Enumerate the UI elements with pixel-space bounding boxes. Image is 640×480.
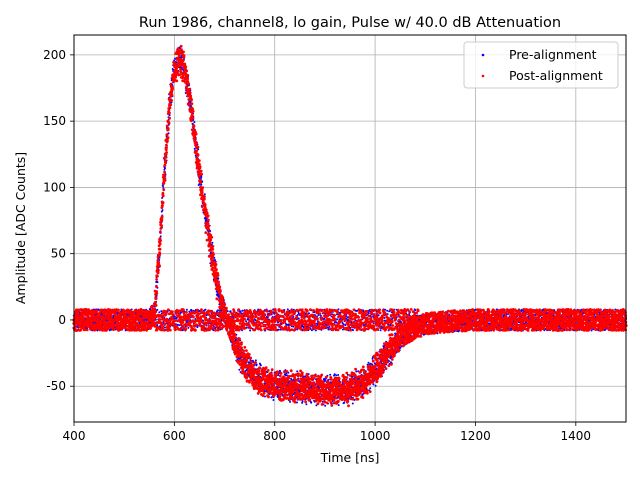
data-point [204,308,207,311]
data-point [335,374,338,377]
data-point [217,309,219,312]
data-point [329,373,332,376]
data-point [296,370,299,373]
data-point [259,364,262,367]
data-point [337,374,340,376]
data-point [239,310,242,313]
data-point [174,323,177,326]
data-point [336,318,338,321]
data-point [301,401,304,404]
data-point [374,384,377,387]
data-point [310,401,313,404]
data-point [209,230,212,232]
chart-title: Run 1986, channel8, lo gain, Pulse w/ 40… [139,15,561,31]
data-point [161,209,164,212]
data-point [158,311,161,314]
data-point [163,326,166,329]
data-point [212,329,215,332]
data-point [371,357,374,360]
data-point [255,363,258,366]
data-point [328,325,331,328]
data-point [200,175,203,178]
data-point [185,308,188,311]
data-point [257,308,260,311]
data-point [210,243,213,246]
data-point [310,329,313,332]
data-point [200,183,203,186]
data-point [168,114,171,117]
data-point [286,308,289,311]
data-point [156,308,159,311]
data-point [187,326,190,329]
data-point [344,324,347,327]
data-point [379,329,382,332]
data-point [229,310,232,313]
data-point [254,359,257,362]
data-point [161,196,164,199]
data-point [324,404,327,407]
data-point [193,121,196,124]
data-point [352,329,354,332]
data-point [193,147,196,150]
data-point [414,309,417,312]
data-layer [72,44,628,408]
data-point [198,177,201,179]
data-point [156,324,159,327]
data-point [277,328,280,331]
data-point [197,148,200,151]
data-point [192,119,195,121]
data-point [110,328,112,331]
data-point [149,308,152,310]
data-point [249,329,252,332]
data-point [178,47,181,50]
data-point [180,66,183,69]
data-point [264,395,266,398]
data-point [272,399,275,401]
data-point [351,402,354,405]
data-point [355,370,358,373]
data-point [367,361,370,364]
data-point [160,310,163,313]
data-point [337,404,340,407]
axes-background [74,35,626,422]
data-point [159,235,162,238]
data-point [160,210,163,213]
data-point [305,403,308,406]
data-point [179,311,182,314]
data-point [163,168,166,171]
data-point [173,315,176,318]
data-point [343,401,346,404]
data-point [181,68,184,71]
data-point [156,281,159,284]
data-point [214,259,216,261]
data-point [324,379,327,382]
data-point [217,277,220,280]
data-point [369,387,372,390]
data-point [386,309,389,312]
data-point [241,329,244,332]
data-point [372,383,375,386]
data-point [241,309,244,312]
data-point [289,400,291,403]
data-point [162,185,165,187]
data-point [245,320,248,323]
data-point [203,193,206,196]
data-point [238,368,241,371]
data-point [292,325,295,328]
data-point [211,241,214,244]
plot-area [72,34,628,423]
data-point [314,329,317,332]
